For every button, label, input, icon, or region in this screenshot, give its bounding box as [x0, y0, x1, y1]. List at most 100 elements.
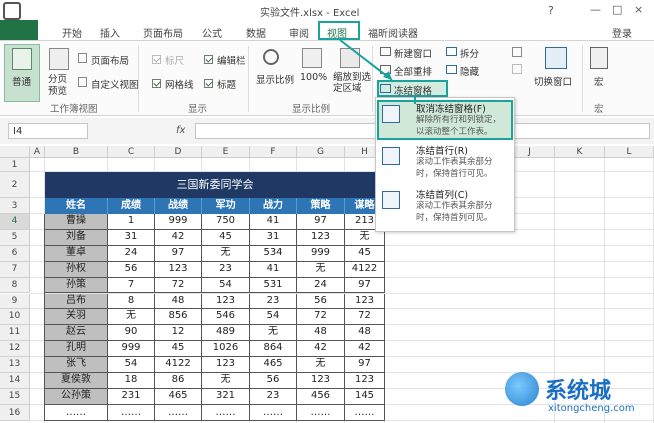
table-header[interactable]: 成绩	[108, 198, 155, 214]
row-header[interactable]: 1	[0, 158, 30, 172]
table-cell[interactable]: 48	[155, 293, 202, 310]
table-cell[interactable]: 123	[297, 229, 345, 246]
table-cell[interactable]: 42	[345, 341, 385, 358]
table-cell[interactable]: 90	[108, 325, 155, 342]
table-cell[interactable]: 97	[345, 357, 385, 373]
menu-item-title[interactable]: 取消冻结窗格(F)	[416, 104, 486, 115]
row-header[interactable]: 10	[0, 309, 30, 326]
table-header[interactable]: 军功	[202, 198, 250, 214]
table-cell[interactable]: 赵云	[45, 325, 108, 342]
table-cell[interactable]: 534	[250, 245, 297, 262]
table-cell[interactable]: 无	[297, 261, 345, 278]
column-header[interactable]: A	[30, 146, 45, 158]
ribbon-tab[interactable]: 视图	[327, 29, 347, 40]
table-cell[interactable]: 999	[108, 341, 155, 358]
checkbox[interactable]	[152, 55, 161, 64]
table-cell[interactable]: 1026	[202, 341, 250, 358]
row-header[interactable]: 9	[0, 293, 30, 310]
table-cell[interactable]: 546	[202, 309, 250, 326]
arrange-all-button[interactable]: 全部重排	[394, 67, 433, 78]
freeze-panes-button[interactable]: 冻结窗格	[394, 86, 433, 97]
column-header[interactable]: K	[555, 146, 605, 158]
table-cell[interactable]: 42	[155, 229, 202, 246]
table-cell[interactable]: 23	[250, 293, 297, 310]
table-cell[interactable]: 489	[202, 325, 250, 342]
table-cell[interactable]: 856	[155, 309, 202, 326]
table-cell[interactable]: 45	[155, 341, 202, 358]
name-box-text[interactable]: I4	[13, 126, 23, 137]
table-header[interactable]: 策略	[297, 198, 345, 214]
table-cell[interactable]: 45	[345, 245, 385, 262]
table-cell[interactable]: 4122	[345, 261, 385, 278]
ribbon-tab[interactable]: 公式	[202, 29, 222, 40]
hide-button[interactable]: 隐藏	[460, 67, 480, 78]
table-cell[interactable]: 孔明	[45, 341, 108, 358]
macros-button[interactable]: 宏	[594, 77, 604, 88]
row-header[interactable]: 11	[0, 325, 30, 342]
table-cell[interactable]: 97	[297, 214, 345, 230]
table-cell[interactable]: 无	[345, 229, 385, 246]
table-cell[interactable]: 42	[297, 341, 345, 358]
row-header[interactable]: 16	[0, 404, 30, 421]
table-cell[interactable]: 145	[345, 388, 385, 405]
split-button[interactable]: 拆分	[460, 49, 480, 60]
ribbon-tab[interactable]: 开始	[62, 29, 82, 40]
row-header[interactable]: 4	[0, 214, 30, 230]
checkbox[interactable]	[204, 55, 213, 64]
table-cell[interactable]: 999	[297, 245, 345, 262]
table-cell[interactable]: 曹操	[45, 214, 108, 230]
switch-window-button[interactable]: 切换窗口	[534, 77, 573, 88]
table-cell[interactable]: 8	[108, 293, 155, 310]
column-header[interactable]: G	[297, 146, 345, 158]
table-cell[interactable]: 123	[345, 293, 385, 310]
function-button[interactable]: fx	[176, 125, 186, 136]
table-cell[interactable]: 12	[155, 325, 202, 342]
ribbon-tab[interactable]: 福昕阅读器	[368, 29, 418, 40]
ribbon-tab[interactable]: 数据	[246, 29, 266, 40]
table-cell[interactable]: ……	[155, 404, 202, 421]
checkbox-label[interactable]: 标尺	[165, 56, 185, 67]
table-cell[interactable]: 456	[297, 388, 345, 405]
table-cell[interactable]: 72	[297, 309, 345, 326]
table-cell[interactable]: 无	[202, 245, 250, 262]
table-cell[interactable]: 231	[108, 388, 155, 405]
table-cell[interactable]: ……	[345, 404, 385, 421]
table-cell[interactable]: 夏侯敦	[45, 373, 108, 389]
checkbox-label[interactable]: 编辑栏	[217, 56, 246, 67]
table-cell[interactable]: 465	[250, 357, 297, 373]
page-break-button[interactable]: 分页预览	[48, 74, 68, 97]
table-cell[interactable]: 无	[108, 309, 155, 326]
table-cell[interactable]: 刘备	[45, 229, 108, 246]
row-header[interactable]: 6	[0, 245, 30, 262]
table-cell[interactable]: 56	[297, 293, 345, 310]
menu-item-title[interactable]: 冻结首行(R)	[416, 146, 469, 157]
checkbox[interactable]	[204, 79, 213, 88]
zoom-selection-button[interactable]: 缩放到选定区域	[333, 72, 372, 94]
row-header[interactable]: 15	[0, 388, 30, 405]
table-cell[interactable]: 4122	[155, 357, 202, 373]
table-cell[interactable]: 31	[108, 229, 155, 246]
table-cell[interactable]: 864	[250, 341, 297, 358]
column-header[interactable]: E	[202, 146, 250, 158]
row-header[interactable]: 3	[0, 198, 30, 214]
column-header[interactable]: L	[605, 146, 654, 158]
table-cell[interactable]: 24	[297, 277, 345, 294]
table-cell[interactable]: 23	[250, 388, 297, 405]
table-cell[interactable]: 孙权	[45, 261, 108, 278]
table-cell[interactable]: 321	[202, 388, 250, 405]
menu-item-title[interactable]: 冻结首列(C)	[416, 190, 469, 201]
table-cell[interactable]: 123	[202, 293, 250, 310]
table-cell[interactable]: 关羽	[45, 309, 108, 326]
table-cell[interactable]: 48	[297, 325, 345, 342]
row-header[interactable]: 12	[0, 341, 30, 358]
ribbon-tab[interactable]: 审阅	[289, 29, 309, 40]
table-cell[interactable]: 56	[250, 373, 297, 389]
checkbox-label[interactable]: 网格线	[165, 80, 194, 91]
table-header[interactable]: 战力	[250, 198, 297, 214]
table-cell[interactable]: 董卓	[45, 245, 108, 262]
table-cell[interactable]: ……	[297, 404, 345, 421]
table-cell[interactable]: 张飞	[45, 357, 108, 373]
table-cell[interactable]: 531	[250, 277, 297, 294]
table-header[interactable]: 姓名	[45, 198, 108, 214]
table-cell[interactable]: 无	[297, 357, 345, 373]
